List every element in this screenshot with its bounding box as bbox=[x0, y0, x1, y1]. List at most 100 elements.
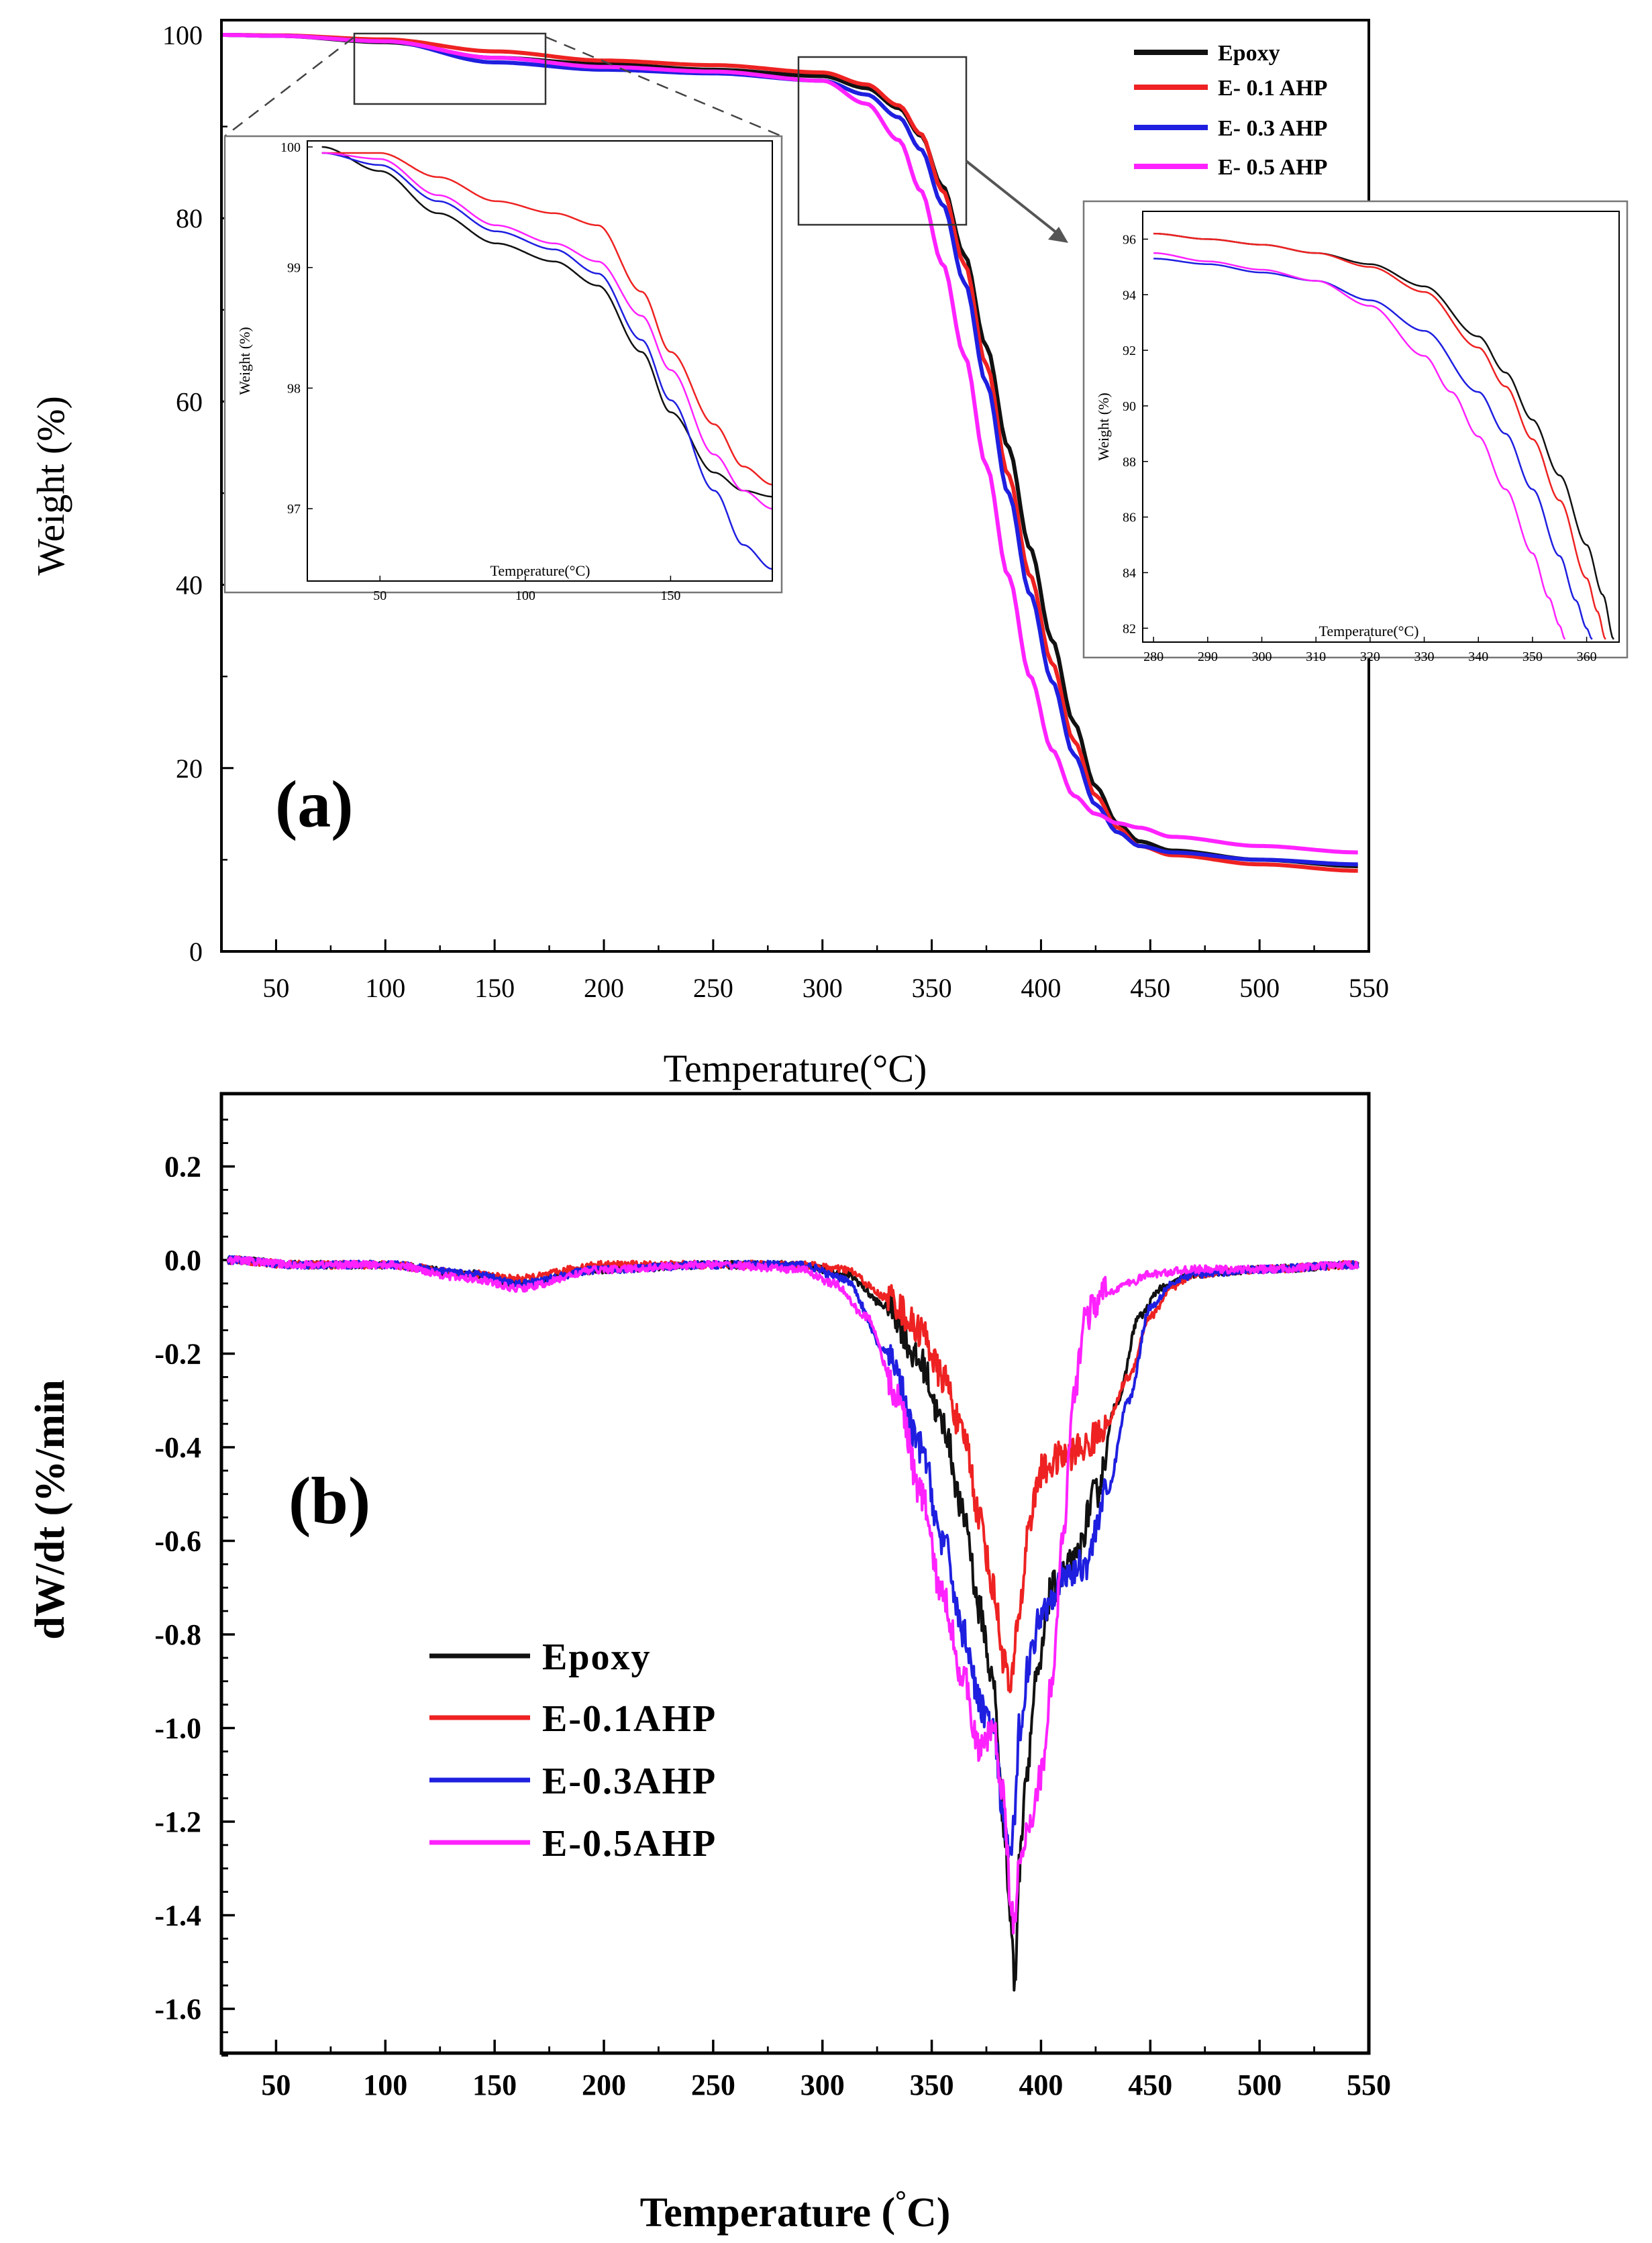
legend-b-label-e05: E-0.5AHP bbox=[542, 1823, 717, 1865]
panel-b-xtick-label: 500 bbox=[1237, 2069, 1282, 2101]
inset-2-xlabel: Temperature(°C) bbox=[1319, 623, 1419, 639]
panel-a-ytick-label: 40 bbox=[176, 570, 203, 601]
inset-2-series-line-e-0-5-ahp bbox=[1153, 252, 1566, 640]
inset-1-series-line-e-0-1-ahp bbox=[321, 152, 772, 486]
panel-b-ytick-label: -0.4 bbox=[154, 1431, 201, 1464]
panel-b-ytick-label: -1.2 bbox=[154, 1806, 201, 1838]
panel-b-label: (b) bbox=[289, 1463, 370, 1538]
inset-2-xtick-label: 310 bbox=[1306, 649, 1326, 664]
inset-2: 280 290 300 310 320 330 340 350 360 82 84 86 88 90 92 9… bbox=[1082, 200, 1629, 664]
zoom-guide-right bbox=[545, 36, 782, 138]
panel-a-xtick-label: 550 bbox=[1349, 973, 1389, 1003]
inset-2-xtick-label: 360 bbox=[1577, 649, 1597, 664]
panel-b-ytick-label: 0.0 bbox=[164, 1244, 201, 1277]
panel-a-legend: Epoxy E- 0.1 AHP E- 0.3 AHP E- 0.5 AHP bbox=[1134, 41, 1327, 180]
inset-2-border bbox=[1082, 200, 1629, 659]
panel-b-xlabel: Temperature (°C) bbox=[640, 2186, 951, 2236]
inset-1-frame bbox=[307, 140, 773, 582]
inset-2-xtick-label: 350 bbox=[1522, 649, 1543, 664]
panel-a-label: (a) bbox=[275, 767, 354, 841]
zoom-arrowhead bbox=[1048, 227, 1068, 243]
panel-a-xtick-label: 400 bbox=[1021, 973, 1061, 1003]
panel-b-ticks: 50 100 150 200 250 300 350 400 450 500 550 0.2 0.0 -0… bbox=[154, 1118, 1391, 2101]
panel-a-xtick-label: 50 bbox=[262, 973, 289, 1003]
panel-b-xtick-label: 400 bbox=[1019, 2069, 1063, 2101]
zoom-guide-left bbox=[224, 36, 355, 137]
panel-b: 50 100 150 200 250 300 350 400 450 500 550 0.2 0.0 -0… bbox=[28, 1092, 1391, 2236]
inset-2-ytick-label: 90 bbox=[1123, 399, 1136, 414]
inset-1-ytick-label: 99 bbox=[287, 261, 301, 276]
panel-a-xlabel: Temperature(°C) bbox=[664, 1047, 927, 1090]
panel-a-ticks: 50 100 150 200 250 300 350 400 450 500 550 0 20 40 60 8… bbox=[162, 20, 1389, 1003]
inset-2-xtick-label: 320 bbox=[1360, 649, 1380, 664]
panel-b-xlabel-degree: ° bbox=[895, 2186, 907, 2217]
panel-a-xtick-label: 350 bbox=[912, 973, 952, 1003]
legend-a-label-e01: E- 0.1 AHP bbox=[1218, 76, 1327, 101]
inset-2-ytick-label: 84 bbox=[1123, 566, 1136, 580]
inset-2-xtick-label: 340 bbox=[1468, 649, 1488, 664]
panel-b-xtick-label: 250 bbox=[691, 2069, 735, 2101]
inset-1-border bbox=[223, 135, 783, 594]
inset-2-xtick-label: 300 bbox=[1252, 649, 1272, 664]
inset-1-xtick-label: 150 bbox=[660, 588, 680, 603]
panel-a-xtick-label: 150 bbox=[474, 973, 515, 1003]
panel-b-ytick-label: -1.0 bbox=[154, 1712, 201, 1745]
panel-b-series bbox=[226, 1255, 1359, 1992]
panel-a-series-line-e-0-5-ahp bbox=[221, 33, 1358, 855]
panel-b-xtick-label: 300 bbox=[801, 2069, 845, 2101]
legend-a-label-e03: E- 0.3 AHP bbox=[1218, 116, 1327, 141]
inset-1-ytick-label: 97 bbox=[287, 502, 301, 517]
panel-b-xlabel-end: C) bbox=[907, 2190, 950, 2236]
panel-a-ylabel: Weight (%) bbox=[29, 396, 72, 576]
panel-b-ytick-label: -1.6 bbox=[154, 1993, 201, 2026]
inset-2-ytick-label: 96 bbox=[1123, 232, 1136, 247]
panel-b-ytick-label: -0.8 bbox=[154, 1618, 201, 1651]
inset-2-ytick-label: 94 bbox=[1123, 288, 1136, 303]
inset-1-series bbox=[321, 146, 772, 570]
inset-2-ytick-label: 92 bbox=[1123, 344, 1136, 358]
inset-2-series-line-e-0-3-ahp bbox=[1153, 258, 1593, 640]
panel-b-series-line-e-0-5ahp bbox=[226, 1255, 1359, 1935]
panel-a-ytick-label: 20 bbox=[176, 753, 203, 784]
inset-1-xlabel: Temperature(°C) bbox=[491, 562, 590, 579]
panel-a-xtick-label: 200 bbox=[584, 973, 624, 1003]
panel-a-series-line-e-0-1-ahp bbox=[221, 33, 1358, 873]
panel-b-xtick-label: 350 bbox=[910, 2069, 954, 2101]
panel-b-xtick-label: 550 bbox=[1347, 2069, 1391, 2101]
panel-a-xtick-label: 100 bbox=[365, 973, 405, 1003]
inset-2-xtick-label: 330 bbox=[1414, 649, 1435, 664]
inset-2-frame bbox=[1142, 211, 1620, 643]
legend-a-label-epoxy: Epoxy bbox=[1218, 41, 1280, 66]
panel-b-frame bbox=[219, 1092, 1371, 2055]
panel-b-xtick-label: 50 bbox=[261, 2069, 291, 2101]
panel-a-series bbox=[221, 33, 1358, 873]
panel-a: 50 100 150 200 250 300 350 400 450 500 550 0 20 40 60 8… bbox=[29, 19, 1629, 1090]
inset-2-ytick-label: 86 bbox=[1123, 511, 1136, 525]
panel-b-xlabel-main: Temperature ( bbox=[640, 2190, 896, 2236]
inset-2-ytick-label: 82 bbox=[1123, 621, 1136, 636]
panel-b-xtick-label: 200 bbox=[582, 2069, 626, 2101]
panel-b-xtick-label: 450 bbox=[1128, 2069, 1172, 2101]
zoom-guides bbox=[224, 32, 1068, 243]
legend-b-label-epoxy: Epoxy bbox=[542, 1636, 652, 1678]
inset-1-xtick-label: 100 bbox=[515, 588, 535, 603]
panel-b-ytick-label: 0.2 bbox=[164, 1151, 201, 1184]
inset-2-ticks: 280 290 300 310 320 330 340 350 360 82 84 86 88 90 92 9… bbox=[1123, 232, 1597, 664]
inset-2-ytick-label: 88 bbox=[1123, 455, 1136, 470]
inset-1: 50 100 150 97 98 99 100 Temperature(°C) Weight… bbox=[223, 135, 783, 603]
inset-2-xtick-label: 290 bbox=[1198, 649, 1218, 664]
panel-a-ytick-label: 100 bbox=[162, 20, 203, 50]
inset-2-ylabel: Weight (%) bbox=[1095, 393, 1112, 460]
zoom-box-2 bbox=[797, 56, 968, 226]
panel-b-ytick-label: -0.6 bbox=[154, 1525, 201, 1558]
inset-2-xtick-label: 280 bbox=[1143, 649, 1164, 664]
legend-a-label-e05: E- 0.5 AHP bbox=[1218, 155, 1327, 180]
panel-a-xtick-label: 300 bbox=[803, 973, 843, 1003]
panel-b-xtick-label: 100 bbox=[363, 2069, 407, 2101]
panel-b-ytick-label: -0.2 bbox=[154, 1338, 201, 1371]
inset-1-series-line-e-0-5-ahp bbox=[321, 152, 772, 510]
zoom-box-1 bbox=[353, 32, 547, 105]
panel-a-xtick-label: 500 bbox=[1239, 973, 1280, 1003]
panel-a-ytick-label: 80 bbox=[176, 203, 203, 233]
